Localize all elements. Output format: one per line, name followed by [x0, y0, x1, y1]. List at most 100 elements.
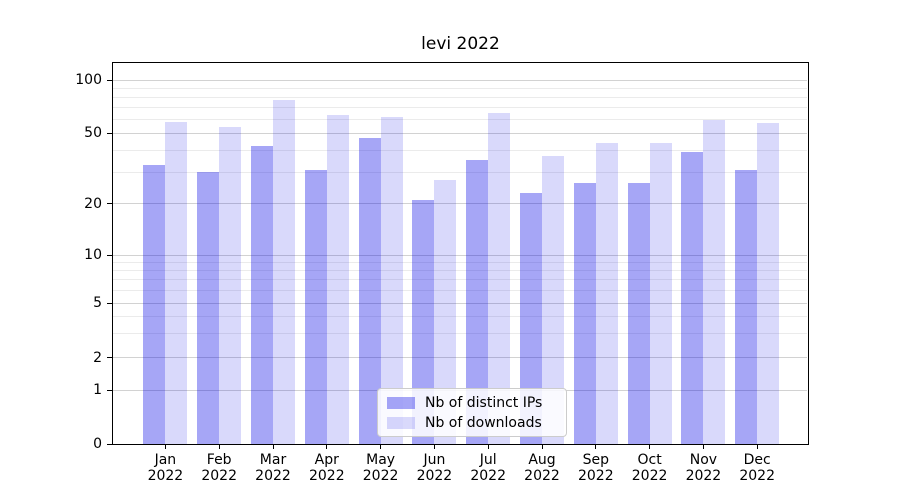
- bar-distinct-ips-3: [304, 169, 327, 444]
- bar-downloads-8: [595, 142, 618, 444]
- bar-downloads-6: [488, 112, 511, 444]
- x-tick-mark: [595, 445, 597, 449]
- bar-downloads-7: [542, 156, 564, 444]
- y-tick-mark: [107, 443, 112, 445]
- y-tick-label: 50: [84, 125, 102, 141]
- bar-downloads-3: [326, 115, 349, 444]
- x-tick-year: 2022: [631, 468, 668, 484]
- x-tick-year: 2022: [147, 468, 184, 484]
- x-tick-month: Apr: [314, 452, 339, 468]
- x-tick-label: Feb 2022: [189, 452, 249, 484]
- y-gridline-minor: [113, 118, 807, 120]
- x-tick-mark: [218, 445, 220, 449]
- x-tick-year: 2022: [524, 468, 560, 484]
- bar-downloads-0: [165, 121, 188, 444]
- x-tick-mark: [541, 445, 543, 449]
- x-tick-label: Mar 2022: [243, 452, 303, 484]
- x-tick-label: Sep 2022: [566, 452, 626, 484]
- x-tick-month: May: [366, 452, 396, 468]
- x-tick-label: Oct 2022: [620, 452, 680, 484]
- bar-distinct-ips-2: [251, 146, 273, 444]
- x-tick-label: Apr 2022: [297, 452, 357, 484]
- x-tick-mark: [326, 445, 328, 449]
- y-tick-label: 1: [93, 382, 102, 398]
- y-tick-label: 10: [84, 247, 102, 263]
- y-gridline-major: [113, 79, 807, 81]
- bar-downloads-10: [703, 120, 726, 444]
- y-tick-label: 2: [93, 349, 102, 366]
- bar-downloads-4: [380, 116, 403, 444]
- y-gridline-minor: [113, 149, 807, 151]
- y-gridline-minor: [113, 315, 807, 317]
- y-gridline-major: [113, 254, 807, 256]
- x-tick-month: Aug: [528, 452, 556, 468]
- chart-title: levi 2022: [421, 34, 500, 54]
- x-tick-mark: [756, 445, 758, 449]
- x-tick-label: Jun 2022: [404, 452, 464, 484]
- bar-downloads-11: [757, 122, 780, 444]
- y-gridline-minor: [113, 96, 807, 98]
- x-tick-month: Jan: [154, 452, 177, 468]
- x-tick-year: 2022: [362, 468, 399, 484]
- x-tick-month: Jun: [423, 452, 446, 468]
- bar-distinct-ips-4: [358, 137, 381, 444]
- y-gridline-minor: [113, 269, 807, 271]
- y-tick-label: 100: [75, 72, 102, 88]
- y-gridline-minor: [113, 289, 807, 291]
- y-tick-label: 20: [84, 195, 102, 212]
- x-tick-label: May 2022: [351, 452, 411, 484]
- bar-downloads-2: [273, 99, 295, 444]
- x-tick-year: 2022: [308, 468, 345, 484]
- y-gridline-major: [113, 302, 807, 304]
- legend-label-downloads: Nb of downloads: [425, 414, 542, 431]
- x-tick-mark: [649, 445, 651, 449]
- legend: Nb of distinct IPs Nb of downloads: [377, 388, 567, 437]
- y-tick-mark: [107, 203, 112, 204]
- bar-distinct-ips-8: [573, 183, 596, 444]
- bar-distinct-ips-5: [412, 199, 435, 444]
- y-gridline-major: [113, 132, 807, 134]
- y-gridline-minor: [113, 261, 807, 263]
- legend-item-distinct-ips: Nb of distinct IPs: [387, 395, 558, 411]
- x-tick-month: Jul: [479, 452, 497, 468]
- y-tick-mark: [107, 302, 112, 304]
- x-tick-year: 2022: [577, 468, 614, 484]
- x-tick-mark: [164, 445, 166, 449]
- bar-distinct-ips-7: [520, 192, 542, 444]
- y-tick-label: 0: [93, 436, 102, 452]
- x-tick-mark: [272, 445, 274, 449]
- legend-swatch-downloads: [387, 416, 415, 429]
- bar-distinct-ips-10: [681, 152, 704, 444]
- legend-swatch-distinct-ips: [387, 396, 415, 409]
- bar-distinct-ips-1: [197, 172, 220, 444]
- y-gridline-minor: [113, 332, 807, 334]
- x-tick-year: 2022: [416, 468, 453, 484]
- x-tick-month: Nov: [689, 452, 718, 468]
- x-tick-mark: [487, 445, 489, 449]
- y-tick-mark: [107, 357, 112, 358]
- bar-downloads-9: [649, 142, 672, 444]
- x-tick-mark: [702, 445, 704, 449]
- y-tick-label: 5: [93, 295, 102, 311]
- x-tick-label: Nov 2022: [673, 452, 733, 484]
- legend-item-downloads: Nb of downloads: [387, 415, 558, 431]
- bar-distinct-ips-11: [735, 169, 758, 444]
- x-tick-year: 2022: [739, 468, 775, 484]
- x-tick-label: Aug 2022: [512, 452, 572, 484]
- bar-distinct-ips-9: [627, 183, 650, 444]
- y-gridline-major: [113, 203, 807, 204]
- x-tick-month: Sep: [582, 452, 609, 468]
- y-tick-mark: [107, 132, 112, 134]
- y-tick-mark: [107, 389, 112, 391]
- x-tick-label: Jan 2022: [135, 452, 195, 484]
- x-tick-label: Dec 2022: [727, 452, 787, 484]
- x-tick-month: Dec: [743, 452, 771, 468]
- y-tick-mark: [107, 254, 112, 256]
- x-tick-year: 2022: [470, 468, 506, 484]
- x-tick-month: Mar: [259, 452, 287, 468]
- y-gridline-minor: [113, 279, 807, 281]
- y-tick-mark: [107, 79, 112, 81]
- y-gridline-minor: [113, 87, 807, 89]
